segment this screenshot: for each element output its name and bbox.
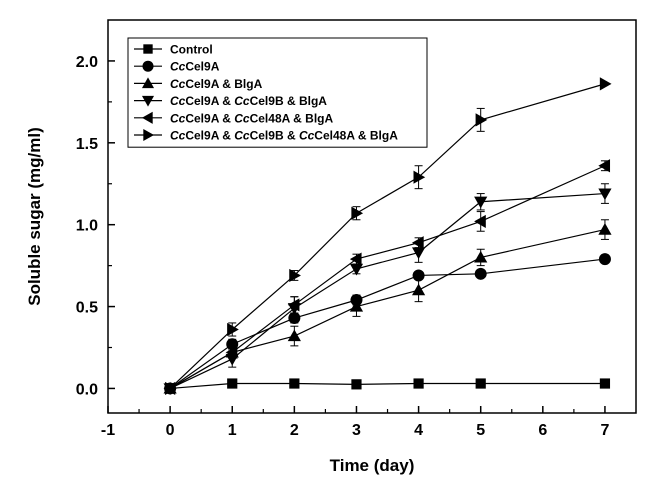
x-tick-label: 2 [290,422,299,439]
legend-entry: Control [170,43,213,57]
legend-entry: CcCel9A & CcCel9B & CcCel48A & BlgA [170,129,398,143]
data-point-square [599,378,611,389]
data-point-triangle-left [474,214,486,229]
x-axis-title: Time (day) [330,456,415,475]
data-point-triangle-down [411,247,426,260]
data-point-square [289,378,300,389]
y-tick-label: 1.5 [76,136,98,153]
legend-entry: CcCel9A & BlgA [170,77,263,91]
data-point-triangle-down [598,188,612,201]
y-tick-label: 1.0 [76,218,98,235]
legend-entry: CcCel9A [170,60,220,74]
x-tick-label: 4 [414,422,423,439]
data-point-triangle-right [351,206,364,220]
legend-entry: CcCel9A & CcCel9B & BlgA [170,94,327,108]
x-tick-label: 6 [538,422,547,439]
y-tick-label: 0.5 [76,300,98,317]
legend-marker-triangle-up [141,77,155,89]
y-tick-label: 2.0 [76,54,98,71]
x-tick-label: 1 [228,422,237,439]
x-tick-label: 5 [476,422,485,439]
legend-marker-triangle-right [143,128,155,142]
legend-marker-circle [142,60,154,72]
y-tick-label: 0.0 [76,381,98,398]
x-tick-label: -1 [101,422,115,439]
legend-marker-square [143,44,153,54]
data-point-triangle-left [225,345,238,360]
data-point-square [413,378,424,389]
data-point-square [351,379,362,390]
legend-marker-triangle-down [141,95,155,107]
data-point-triangle-left [598,159,611,173]
data-point-triangle-left [287,298,300,312]
data-point-triangle-up [287,329,301,342]
data-point-circle [598,253,611,266]
x-tick-label: 3 [352,422,361,439]
data-point-triangle-right [227,322,239,337]
data-point-triangle-right [475,113,488,127]
legend-box [127,37,428,148]
data-point-triangle-left [411,236,424,250]
data-point-triangle-right [165,381,177,396]
legend: Control CcCel9A CcCel9A & BlgA CcCel9A & Cc… [127,37,428,148]
data-point-triangle-down [349,263,364,276]
x-tick-label: 7 [600,422,609,439]
data-point-triangle-right [413,170,426,184]
legend-marker-triangle-left [141,111,153,124]
data-point-triangle-up [598,223,612,235]
data-point-triangle-down [474,196,488,209]
data-point-square [227,378,238,389]
plot-area-frame [107,19,637,414]
data-point-triangle-left [349,252,362,266]
data-point-circle [412,269,425,282]
data-point-triangle-up [349,299,364,312]
axis-ticks: -1 0 1 2 3 4 5 6 7 0.0 0.5 1.0 1.5 2.0 [76,54,610,439]
data-point-circle [474,267,487,280]
data-point-triangle-up [474,250,488,263]
data-point-triangle-up [411,283,426,296]
series-markers [163,77,612,396]
data-point-triangle-right [599,77,612,91]
legend-entry: CcCel9A & CcCel48A & BlgA [170,111,334,125]
data-point-circle [288,312,301,325]
x-tick-label: 0 [166,422,175,439]
y-axis-title: Soluble sugar (mg/ml) [25,127,44,306]
data-point-triangle-right [289,268,301,283]
data-point-square [475,378,486,389]
